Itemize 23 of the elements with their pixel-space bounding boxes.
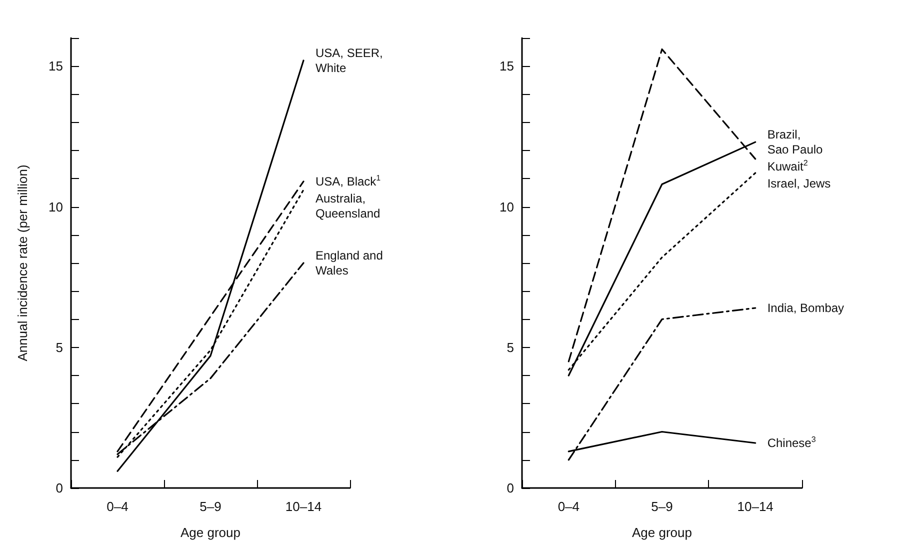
x-tick-label: 0–4 bbox=[106, 499, 128, 514]
series-label: Israel, Jews bbox=[767, 176, 831, 191]
series-label: Australia, Queensland bbox=[316, 191, 380, 220]
y-tick-label: 10 bbox=[500, 199, 514, 214]
series-label: England and Wales bbox=[316, 248, 383, 278]
x-tick-label: 5–9 bbox=[200, 499, 222, 514]
x-tick-label: 5–9 bbox=[651, 499, 673, 514]
y-tick-label: 15 bbox=[48, 58, 63, 74]
series-label: USA, SEER, White bbox=[316, 46, 383, 75]
x-tick-label: 10–14 bbox=[737, 499, 774, 514]
x-axis-title: Age group bbox=[180, 525, 240, 540]
y-tick-label: 0 bbox=[506, 480, 514, 496]
series-label: Brazil, Sao Paulo bbox=[767, 128, 824, 157]
y-tick-label: 15 bbox=[500, 58, 514, 74]
x-tick-label: 0–4 bbox=[558, 499, 580, 514]
y-tick-label: 5 bbox=[56, 340, 63, 355]
y-tick-label: 5 bbox=[506, 340, 514, 355]
y-axis-title: Annual incidence rate (per million) bbox=[15, 164, 30, 362]
series-label: India, Bombay bbox=[767, 301, 844, 315]
x-axis-title: Age group bbox=[632, 525, 692, 540]
y-tick-label: 10 bbox=[48, 199, 63, 214]
y-tick-label: 0 bbox=[56, 480, 63, 496]
x-tick-label: 10–14 bbox=[285, 499, 322, 514]
